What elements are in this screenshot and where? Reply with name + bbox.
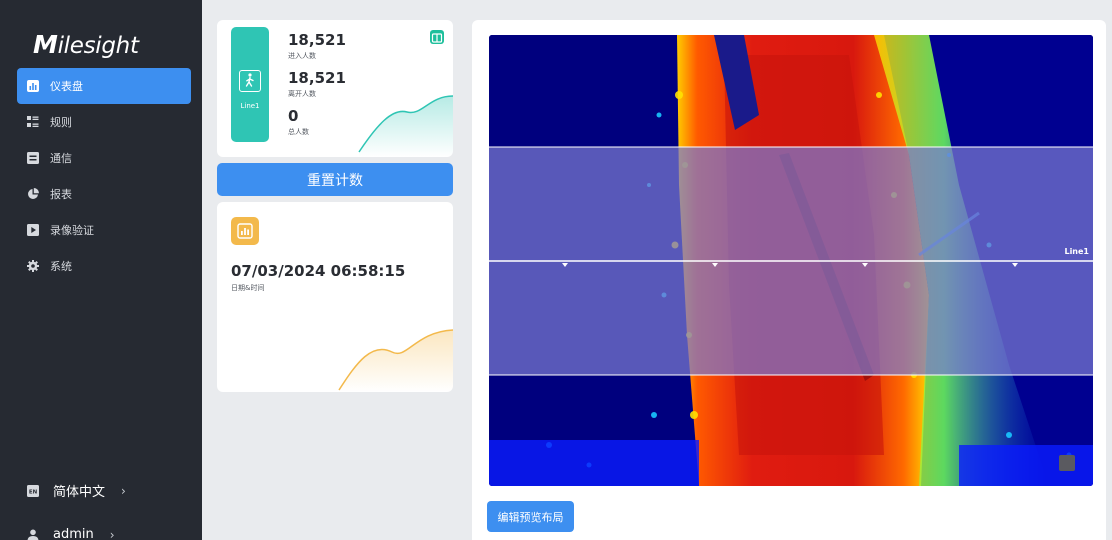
thermal-image: Line1 xyxy=(489,35,1093,486)
line-tab-label: Line1 xyxy=(240,102,260,110)
sidebar-nav: 仪表盘 规则 通信 报表 录像验证 xyxy=(17,68,191,284)
current-datetime: 07/03/2024 06:58:15 xyxy=(231,262,406,280)
language-label: 简体中文 xyxy=(53,485,106,500)
edit-preview-layout-button[interactable]: 编辑预览布局 xyxy=(487,501,574,532)
people-counter-card: Line1 18,521 进入人数 18,521 离开人数 0 总人数 xyxy=(217,20,453,157)
user-icon xyxy=(27,529,39,540)
sidebar-item-label: 通信 xyxy=(50,152,72,165)
thermal-preview-view[interactable]: Line1 xyxy=(489,35,1093,486)
datetime-wave-decoration xyxy=(338,329,453,392)
sidebar-item-label: 报表 xyxy=(50,188,72,201)
toggle-view-icon[interactable] xyxy=(430,30,444,44)
in-count-value: 18,521 xyxy=(288,31,346,49)
report-pie-icon xyxy=(27,188,39,200)
datetime-card: 07/03/2024 06:58:15 日期&时间 xyxy=(217,202,453,392)
line-tab[interactable]: Line1 xyxy=(231,27,269,142)
out-count-label: 离开人数 xyxy=(288,90,316,98)
communication-icon xyxy=(27,152,39,164)
datetime-label: 日期&时间 xyxy=(231,284,265,292)
chevron-right-icon: › xyxy=(121,483,126,498)
dashboard-icon xyxy=(27,80,39,92)
sidebar: Milesight 仪表盘 规则 通信 报表 xyxy=(0,0,202,540)
live-preview-card: Line1 编辑预览布局 xyxy=(472,20,1106,540)
total-count-stat: 0 总人数 xyxy=(288,108,309,137)
video-play-icon xyxy=(27,224,39,236)
sidebar-item-label: 仪表盘 xyxy=(50,80,83,93)
counter-wave-decoration xyxy=(358,95,453,157)
sidebar-item-rules[interactable]: 规则 xyxy=(17,104,191,140)
out-count-value: 18,521 xyxy=(288,69,346,87)
in-count-stat: 18,521 进入人数 xyxy=(288,32,346,61)
sidebar-item-label: 录像验证 xyxy=(50,224,94,237)
language-badge: EN xyxy=(29,489,38,495)
total-count-label: 总人数 xyxy=(288,128,309,136)
sidebar-item-report[interactable]: 报表 xyxy=(17,176,191,212)
sidebar-item-video-verify[interactable]: 录像验证 xyxy=(17,212,191,248)
preview-line-label: Line1 xyxy=(1064,247,1089,256)
preview-corner-handle[interactable] xyxy=(1059,455,1075,471)
sidebar-item-communication[interactable]: 通信 xyxy=(17,140,191,176)
logo-text: ilesight xyxy=(57,33,139,59)
language-selector[interactable]: EN 简体中文 › xyxy=(27,481,126,500)
sidebar-item-system[interactable]: 系统 xyxy=(17,248,191,284)
rules-icon xyxy=(27,116,39,128)
language-en-icon: EN xyxy=(27,484,39,497)
user-label: admin xyxy=(53,527,94,540)
reset-count-button[interactable]: 重置计数 xyxy=(217,163,453,196)
total-count-value: 0 xyxy=(288,107,299,125)
user-menu[interactable]: admin › xyxy=(27,527,115,540)
person-walking-icon xyxy=(239,70,261,92)
milesight-logo: Milesight xyxy=(33,30,139,59)
gear-icon xyxy=(27,260,39,272)
sidebar-item-dashboard[interactable]: 仪表盘 xyxy=(17,68,191,104)
sidebar-item-label: 系统 xyxy=(50,260,72,273)
in-count-label: 进入人数 xyxy=(288,52,316,60)
chevron-right-icon: › xyxy=(109,527,115,540)
chart-calendar-icon xyxy=(231,217,259,245)
sidebar-item-label: 规则 xyxy=(50,116,72,129)
out-count-stat: 18,521 离开人数 xyxy=(288,70,346,99)
